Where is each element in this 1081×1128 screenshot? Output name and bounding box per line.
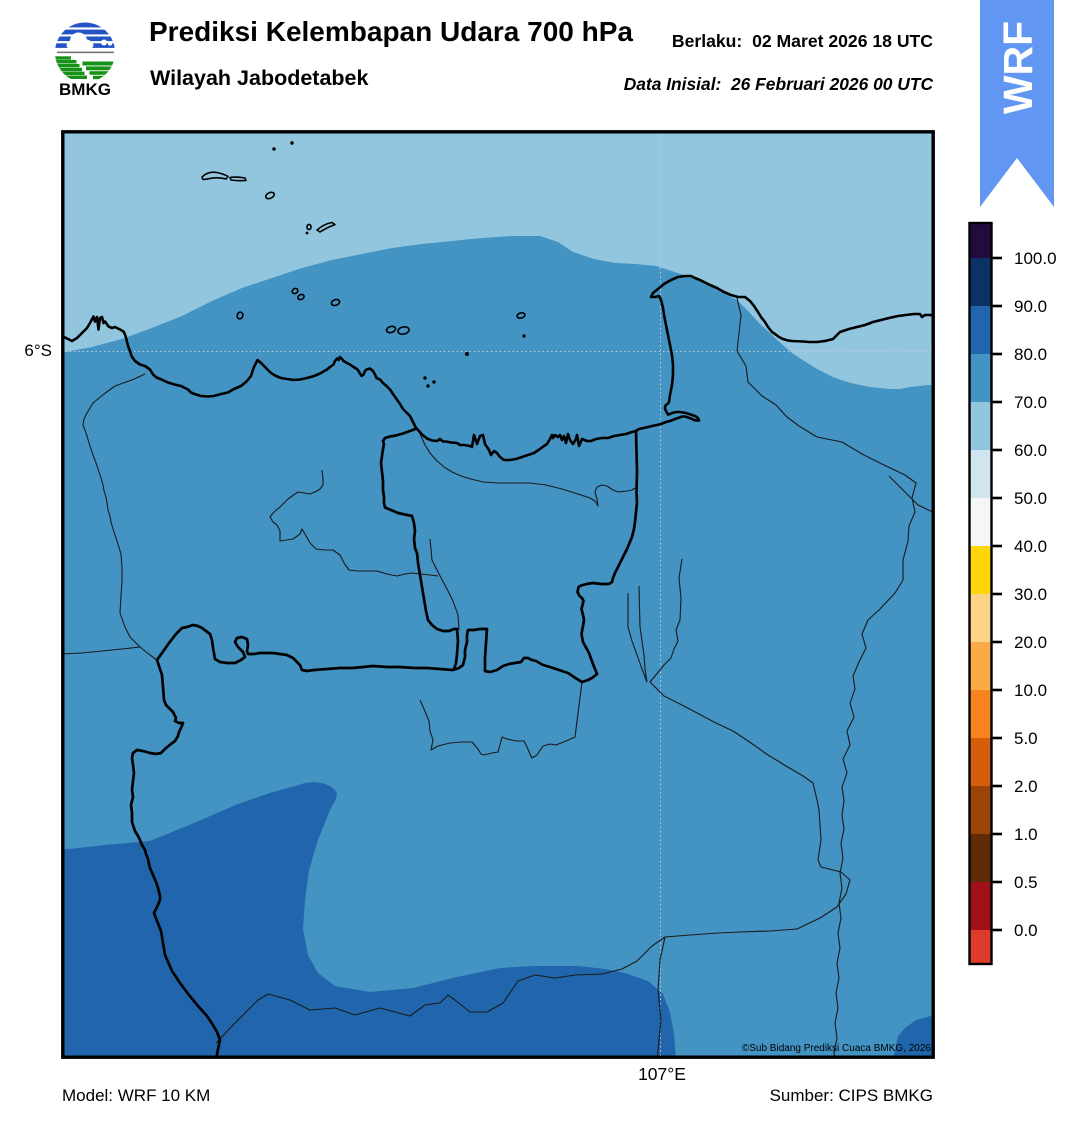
svg-text:50.0: 50.0 — [1014, 489, 1047, 508]
svg-text:70.0: 70.0 — [1014, 393, 1047, 412]
svg-text:60.0: 60.0 — [1014, 441, 1047, 460]
svg-text:5.0: 5.0 — [1014, 729, 1038, 748]
svg-text:©Sub Bidang Prediksi Cuaca BMK: ©Sub Bidang Prediksi Cuaca BMKG, 2026 — [742, 1043, 932, 1054]
svg-text:10.0: 10.0 — [1014, 681, 1047, 700]
svg-text:0.5: 0.5 — [1014, 873, 1038, 892]
svg-text:2.0: 2.0 — [1014, 777, 1038, 796]
svg-text:100.0: 100.0 — [1014, 249, 1057, 268]
svg-text:90.0: 90.0 — [1014, 297, 1047, 316]
svg-text:80.0: 80.0 — [1014, 345, 1047, 364]
svg-text:40.0: 40.0 — [1014, 537, 1047, 556]
svg-text:0.0: 0.0 — [1014, 921, 1038, 940]
svg-text:30.0: 30.0 — [1014, 585, 1047, 604]
svg-text:WRF: WRF — [995, 21, 1041, 114]
svg-text:20.0: 20.0 — [1014, 633, 1047, 652]
svg-text:1.0: 1.0 — [1014, 825, 1038, 844]
